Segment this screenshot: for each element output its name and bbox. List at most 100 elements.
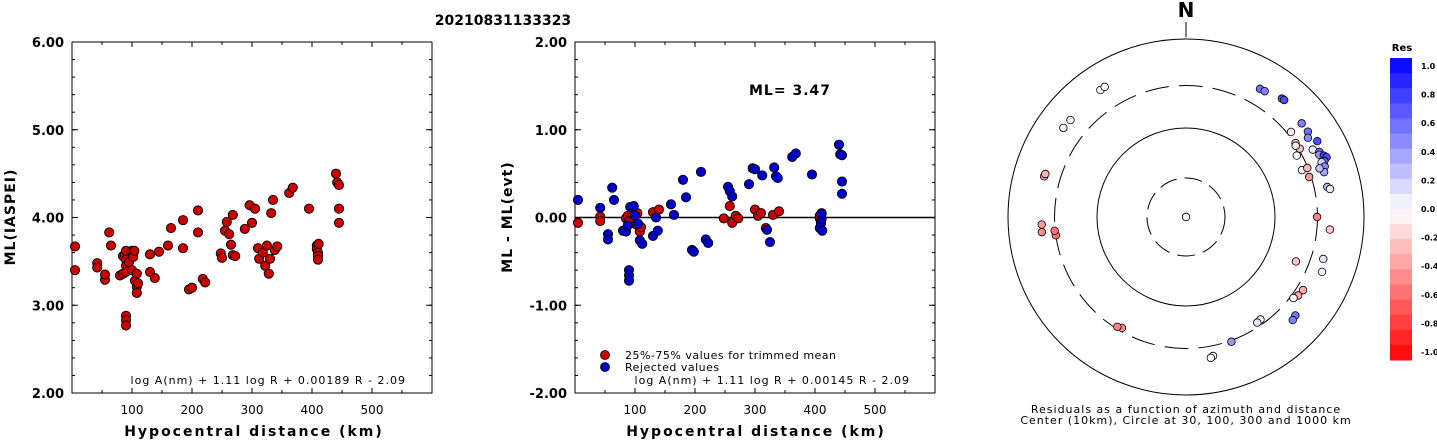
colorbar-cell bbox=[1390, 224, 1412, 240]
data-point bbox=[595, 202, 606, 213]
station-marker bbox=[1260, 86, 1269, 96]
y-axis-label: ML(IASPEI) bbox=[3, 169, 19, 266]
data-point bbox=[153, 246, 165, 257]
data-point bbox=[266, 208, 277, 219]
figure-title: 20210831133323 bbox=[435, 13, 571, 29]
colorbar-cell bbox=[1390, 133, 1412, 150]
data-point bbox=[105, 240, 117, 251]
data-point bbox=[246, 217, 258, 228]
data-point bbox=[572, 194, 584, 205]
data-point bbox=[628, 201, 639, 212]
data-point bbox=[790, 148, 801, 159]
station-marker bbox=[1113, 322, 1122, 332]
colorbar-cell bbox=[1390, 209, 1412, 225]
data-point bbox=[263, 268, 274, 279]
data-point bbox=[272, 241, 283, 252]
station-marker bbox=[1291, 257, 1301, 266]
data-point bbox=[724, 201, 735, 212]
x-tick-label: 300 bbox=[744, 403, 767, 417]
colorbar-cell bbox=[1390, 148, 1412, 165]
data-point bbox=[129, 245, 140, 256]
data-point bbox=[131, 287, 142, 299]
station-markers bbox=[1037, 82, 1335, 363]
x-tick-label: 200 bbox=[684, 403, 707, 417]
station-marker bbox=[1292, 151, 1301, 160]
data-point bbox=[833, 139, 845, 150]
station-marker bbox=[1289, 293, 1298, 303]
ml-annotation: ML= 3.47 bbox=[749, 83, 831, 99]
station-marker bbox=[1286, 127, 1296, 137]
data-point bbox=[757, 170, 768, 181]
data-point bbox=[165, 222, 177, 234]
azimuth-residual-map: N Residuals as a function of azimuth and… bbox=[1007, 0, 1365, 427]
plot-frame bbox=[71, 41, 433, 394]
station-marker bbox=[1253, 318, 1262, 327]
data-point bbox=[836, 176, 848, 187]
distance-circles bbox=[1007, 38, 1365, 396]
data-point bbox=[69, 265, 81, 276]
station-marker bbox=[1304, 172, 1314, 182]
colorbar-tick-label: -0.6 bbox=[1421, 291, 1437, 300]
data-point bbox=[287, 182, 298, 193]
data-point bbox=[333, 203, 345, 214]
data-point bbox=[192, 227, 204, 238]
data-point bbox=[718, 213, 729, 224]
station-marker bbox=[1291, 141, 1300, 150]
data-point bbox=[104, 227, 115, 238]
data-point bbox=[99, 269, 111, 280]
data-point bbox=[595, 215, 606, 227]
station-marker bbox=[1037, 227, 1047, 237]
colorbar-cell bbox=[1390, 299, 1412, 316]
station-marker bbox=[1297, 119, 1306, 128]
colorbar-tick-label: 0.2 bbox=[1421, 176, 1435, 185]
station-marker bbox=[1317, 267, 1327, 277]
x-axis-label: Hypocentral distance (km) bbox=[124, 424, 384, 440]
data-points bbox=[572, 139, 848, 286]
data-point bbox=[769, 162, 780, 173]
data-point bbox=[230, 251, 241, 262]
data-point bbox=[186, 282, 198, 293]
station-marker bbox=[1100, 82, 1109, 92]
y-tick-label: 1.00 bbox=[535, 124, 567, 139]
data-point bbox=[761, 224, 773, 235]
data-point bbox=[806, 169, 818, 180]
y-tick-label: 5.00 bbox=[32, 124, 64, 139]
station-marker bbox=[1181, 212, 1191, 222]
distance-circle-100km bbox=[1096, 127, 1276, 307]
data-point bbox=[836, 188, 848, 199]
data-point bbox=[749, 164, 761, 175]
data-point bbox=[652, 225, 663, 236]
data-point bbox=[817, 225, 828, 236]
data-point bbox=[602, 234, 614, 245]
colorbar-labels: 1.0 0.8 0.6 0.4 0.2 0.0 -0.2 -0.4 -0.6 -0.8 -1.0 bbox=[1421, 62, 1437, 357]
station-marker bbox=[1037, 220, 1046, 229]
x-tick-label: 300 bbox=[241, 403, 264, 417]
axis-ticks: 100 200 300 400 500 2.00 3.00 4.00 5.00 6.00 bbox=[32, 36, 432, 417]
magnitude-vs-distance-chart: 100 200 300 400 500 2.00 3.00 4.00 5.00 6.00 ML(I… bbox=[3, 36, 433, 440]
data-point bbox=[120, 320, 132, 331]
colorbar-tick-label: -0.2 bbox=[1421, 234, 1437, 243]
x-axis-label: Hypocentral distance (km) bbox=[626, 424, 886, 440]
data-point bbox=[216, 252, 228, 263]
colorbar-tick-label: 1.0 bbox=[1421, 62, 1436, 71]
data-point bbox=[313, 238, 324, 249]
data-point bbox=[637, 238, 648, 249]
map-caption-line1: Residuals as a function of azimuth and d… bbox=[1031, 403, 1341, 416]
y-tick-label: 4.00 bbox=[32, 212, 64, 227]
data-point bbox=[200, 277, 211, 288]
y-axis-label: ML - ML(evt) bbox=[500, 161, 516, 272]
data-point bbox=[572, 217, 584, 228]
data-point bbox=[743, 179, 755, 190]
data-point bbox=[69, 241, 81, 252]
station-marker bbox=[1041, 169, 1050, 179]
colorbar-cell bbox=[1390, 239, 1412, 255]
y-tick-label: -1.00 bbox=[530, 299, 567, 314]
colorbar-cell bbox=[1390, 329, 1412, 346]
legend-label-trimmed: 25%-75% values for trimmed mean bbox=[625, 349, 837, 362]
data-point bbox=[755, 208, 767, 219]
x-tick-label: 400 bbox=[301, 403, 324, 417]
residual-colorbar: Res 1.0 0.8 0.6 0.4 0.2 0.0 -0.2 -0.4 -0.6 -0.8 -1… bbox=[1390, 43, 1437, 361]
data-points bbox=[69, 168, 345, 331]
data-point bbox=[688, 246, 699, 257]
